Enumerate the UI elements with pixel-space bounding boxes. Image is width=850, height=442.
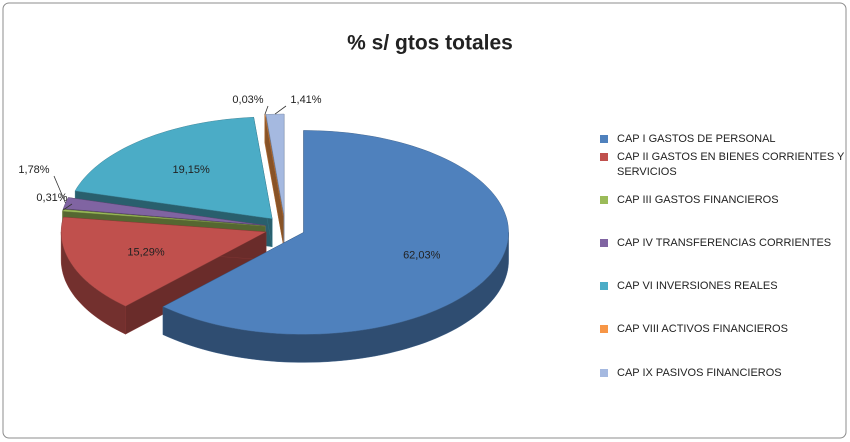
leader-line — [53, 175, 66, 204]
legend-label: CAP IV TRANSFERENCIAS CORRIENTES — [617, 237, 832, 249]
data-label: 1,78% — [18, 164, 49, 176]
leader-line — [62, 203, 73, 211]
legend-swatch — [600, 369, 608, 377]
slice-top — [162, 130, 509, 335]
data-label: 1,41% — [290, 94, 321, 106]
legend-item: CAP II GASTOS EN BIENES CORRIENTES Y SER… — [600, 150, 845, 180]
legend-item: CAP III GASTOS FINANCIEROS — [600, 193, 845, 208]
legend-swatch — [600, 282, 608, 290]
legend-swatch — [600, 239, 608, 247]
data-label: 19,15% — [172, 164, 210, 176]
legend-item: CAP IV TRANSFERENCIAS CORRIENTES — [600, 236, 845, 251]
legend-label: CAP VI INVERSIONES REALES — [617, 280, 778, 292]
legend-label: CAP II GASTOS EN BIENES CORRIENTES Y SER… — [617, 151, 845, 178]
leader-line — [274, 105, 287, 115]
legend-swatch — [600, 325, 608, 333]
legend-swatch — [600, 196, 608, 204]
leader-line — [264, 105, 269, 115]
data-label: 0,31% — [36, 192, 67, 204]
legend-item: CAP IX PASIVOS FINANCIEROS — [600, 366, 845, 381]
slice-top — [265, 113, 285, 217]
legend-item: CAP VI INVERSIONES REALES — [600, 279, 845, 294]
data-label: 15,29% — [127, 247, 165, 259]
chart-title: % s/ gtos totales — [347, 32, 513, 55]
legend-item: CAP VIII ACTIVOS FINANCIEROS — [600, 322, 845, 337]
slice-top — [74, 116, 273, 220]
legend-item: CAP I GASTOS DE PERSONAL — [600, 132, 845, 147]
legend-label: CAP VIII ACTIVOS FINANCIEROS — [617, 323, 788, 335]
legend-swatch — [600, 135, 608, 143]
slice — [264, 114, 284, 245]
slice-top — [63, 197, 266, 226]
slice — [162, 130, 509, 363]
data-label: 62,03% — [403, 250, 441, 262]
legend-label: CAP III GASTOS FINANCIEROS — [617, 194, 779, 206]
legend-label: CAP I GASTOS DE PERSONAL — [617, 133, 776, 145]
data-label: 0,03% — [232, 94, 263, 106]
slice-top — [60, 216, 267, 307]
legend-swatch — [600, 153, 608, 161]
legend-label: CAP IX PASIVOS FINANCIEROS — [617, 367, 782, 379]
slice-top — [264, 114, 284, 217]
slice — [60, 216, 267, 335]
